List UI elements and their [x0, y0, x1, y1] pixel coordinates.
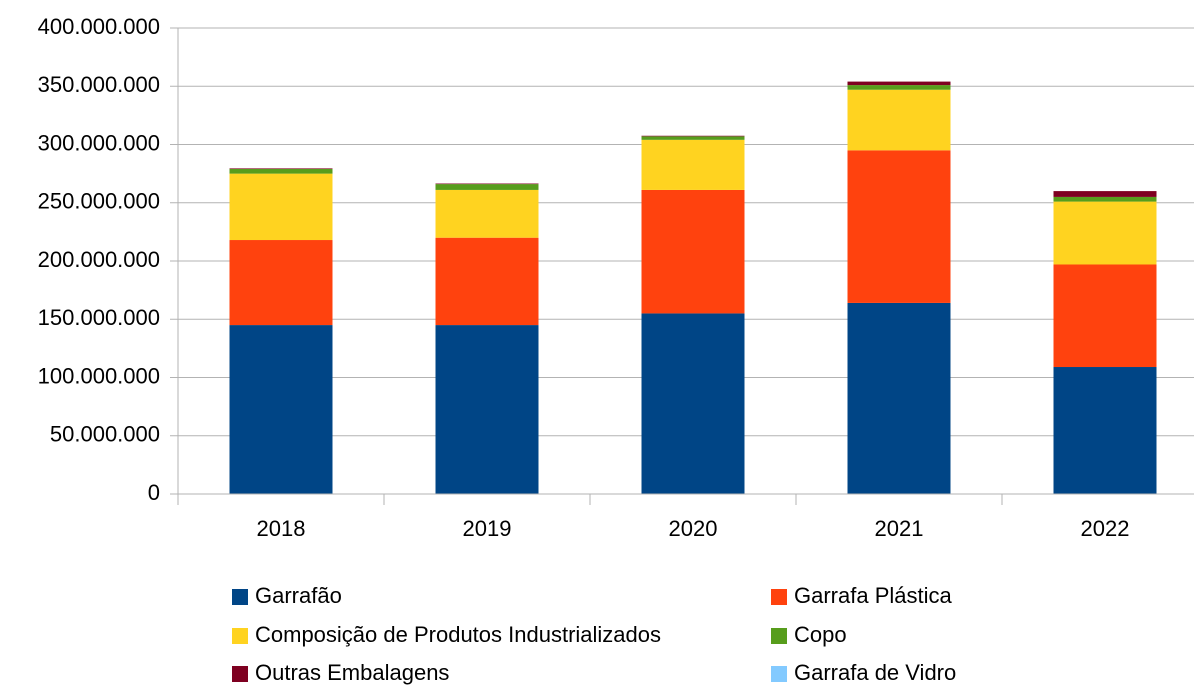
y-tick-label: 50.000.000	[50, 422, 160, 447]
bar-segment	[435, 189, 539, 238]
bar-segment	[847, 85, 951, 90]
bar-segment	[641, 136, 745, 140]
legend-swatch	[232, 666, 248, 682]
x-tick-label: 2020	[669, 516, 718, 541]
bar-segment	[847, 150, 951, 303]
bar-segment	[435, 325, 539, 494]
bar-segment	[229, 168, 333, 169]
legend-label: Composição de Produtos Industrializados	[255, 622, 661, 647]
bar-segment	[1053, 264, 1157, 368]
x-tick-label: 2018	[257, 516, 306, 541]
bar-segment	[229, 173, 333, 241]
x-tick-label: 2019	[463, 516, 512, 541]
bar-segment	[641, 139, 745, 190]
bar-segment	[435, 237, 539, 326]
bar-segment	[1053, 367, 1157, 494]
y-tick-label: 200.000.000	[38, 247, 160, 272]
y-tick-label: 400.000.000	[38, 14, 160, 39]
legend-swatch	[771, 666, 787, 682]
legend-label: Copo	[794, 622, 847, 647]
legend-swatch	[771, 628, 787, 644]
legend-label: Garrafa de Vidro	[794, 660, 956, 685]
bar-segment	[641, 189, 745, 314]
bar-segment	[847, 81, 951, 86]
bar-segment	[229, 240, 333, 326]
y-tick-label: 250.000.000	[38, 189, 160, 214]
y-tick-label: 350.000.000	[38, 72, 160, 97]
x-tick-label: 2022	[1081, 516, 1130, 541]
bar-segment	[847, 302, 951, 494]
x-tick-label: 2021	[875, 516, 924, 541]
legend-label: Garrafão	[255, 583, 342, 608]
y-tick-label: 100.000.000	[38, 363, 160, 388]
bar-segment	[229, 168, 333, 174]
bar-segment	[641, 135, 745, 137]
y-tick-label: 300.000.000	[38, 130, 160, 155]
bar-segment	[847, 89, 951, 151]
bar-segment	[229, 325, 333, 494]
bar-segment	[435, 183, 539, 185]
bar-segment	[1053, 196, 1157, 202]
legend-swatch	[232, 589, 248, 605]
legend-label: Outras Embalagens	[255, 660, 449, 685]
y-tick-label: 150.000.000	[38, 305, 160, 330]
legend-swatch	[771, 589, 787, 605]
bar-segment	[641, 313, 745, 494]
legend-label: Garrafa Plástica	[794, 583, 952, 608]
legend-swatch	[232, 628, 248, 644]
bar-segment	[1053, 201, 1157, 265]
y-tick-label: 0	[148, 480, 160, 505]
bar-segment	[1053, 191, 1157, 197]
bar-segment	[435, 184, 539, 190]
